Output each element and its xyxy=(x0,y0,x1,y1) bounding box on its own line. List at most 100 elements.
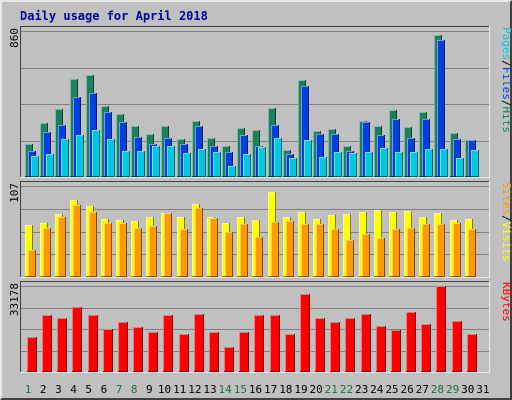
bar-files-day-25 xyxy=(392,119,400,177)
bar-pages-day-1 xyxy=(31,156,39,177)
x-tick-label-day-25: 25 xyxy=(385,383,398,396)
bar-pages-day-13 xyxy=(213,152,221,177)
bar-files-day-14 xyxy=(225,152,233,177)
bar-sites-day-14 xyxy=(225,232,233,277)
bar-pages-day-9 xyxy=(152,146,160,177)
bar-sites-day-2 xyxy=(43,228,51,277)
bar-sites-day-4 xyxy=(73,205,81,277)
bar-pages-day-4 xyxy=(76,135,84,177)
bar-sites-day-7 xyxy=(119,223,127,277)
bar-kbytes-day-8 xyxy=(133,327,143,372)
x-tick-label-day-28: 28 xyxy=(431,383,444,396)
bar-sites-day-25 xyxy=(392,229,400,277)
bar-pages-day-7 xyxy=(122,151,130,177)
bar-sites-day-12 xyxy=(195,208,203,277)
legend-item-kbytes: KBytes xyxy=(500,282,512,322)
x-tick-label-day-13: 13 xyxy=(203,383,216,396)
x-tick-label-day-23: 23 xyxy=(355,383,368,396)
x-tick-label-day-26: 26 xyxy=(400,383,413,396)
bar-sites-day-28 xyxy=(437,224,445,277)
bar-sites-day-3 xyxy=(58,217,66,277)
chart-title: Daily usage for April 2018 xyxy=(20,9,208,23)
bar-kbytes-day-1 xyxy=(27,337,37,372)
bar-pages-day-2 xyxy=(46,154,54,177)
y-max-label-hits-pages-files: 860 xyxy=(8,28,21,48)
legend-item-files: Files xyxy=(500,67,512,100)
legend-separator: / xyxy=(500,215,512,222)
bar-kbytes-day-16 xyxy=(254,315,264,372)
bar-pages-day-18 xyxy=(289,158,297,177)
x-tick-label-day-21: 21 xyxy=(325,383,338,396)
bar-sites-day-10 xyxy=(164,213,172,277)
x-tick-label-day-7: 7 xyxy=(116,383,123,396)
bar-pages-day-20 xyxy=(319,157,327,177)
bar-sites-day-30 xyxy=(468,229,476,277)
x-tick-label-day-8: 8 xyxy=(131,383,138,396)
bar-files-day-19 xyxy=(301,86,309,177)
bar-files-day-7 xyxy=(119,122,127,177)
bar-sites-day-6 xyxy=(104,223,112,277)
bar-pages-day-23 xyxy=(365,152,373,177)
x-tick-label-day-2: 2 xyxy=(40,383,47,396)
bar-pages-day-22 xyxy=(349,153,357,177)
x-tick-label-day-4: 4 xyxy=(70,383,77,396)
bar-sites-day-27 xyxy=(422,224,430,277)
bar-pages-day-8 xyxy=(137,151,145,177)
x-tick-label-day-18: 18 xyxy=(279,383,292,396)
bar-kbytes-day-26 xyxy=(406,312,416,372)
bar-kbytes-day-7 xyxy=(118,322,128,372)
bar-kbytes-day-10 xyxy=(163,315,173,372)
bar-sites-day-23 xyxy=(362,234,370,277)
x-tick-label-day-5: 5 xyxy=(85,383,92,396)
x-tick-label-day-17: 17 xyxy=(264,383,277,396)
bar-sites-day-22 xyxy=(346,240,354,277)
bar-sites-day-9 xyxy=(149,226,157,277)
legend-item-hits: Hits xyxy=(500,107,512,134)
bar-files-day-20 xyxy=(316,134,324,177)
bar-pages-day-25 xyxy=(395,152,403,177)
bar-sites-day-17 xyxy=(271,222,279,277)
bar-sites-day-11 xyxy=(180,229,188,277)
x-tick-label-day-14: 14 xyxy=(219,383,233,396)
bar-files-day-23 xyxy=(362,122,370,177)
bar-sites-day-26 xyxy=(407,228,415,277)
x-tick-label-day-27: 27 xyxy=(416,383,429,396)
bar-pages-day-11 xyxy=(183,153,191,177)
bar-sites-day-19 xyxy=(301,224,309,277)
x-tick-label-day-19: 19 xyxy=(294,383,307,396)
bar-kbytes-day-24 xyxy=(376,326,386,372)
bar-kbytes-day-9 xyxy=(148,332,158,372)
legend-item-visits: Visits xyxy=(500,222,512,262)
bar-kbytes-day-13 xyxy=(209,332,219,372)
bar-kbytes-day-18 xyxy=(285,334,295,372)
bar-pages-day-10 xyxy=(167,146,175,177)
bar-kbytes-day-3 xyxy=(57,318,67,372)
bar-pages-day-21 xyxy=(334,152,342,177)
bar-kbytes-day-14 xyxy=(224,347,234,372)
bar-files-day-28 xyxy=(437,40,445,177)
bar-pages-day-17 xyxy=(274,138,282,177)
bar-sites-day-24 xyxy=(377,238,385,277)
bar-sites-day-15 xyxy=(240,224,248,277)
x-tick-label-day-12: 12 xyxy=(188,383,201,396)
x-tick-label-day-20: 20 xyxy=(310,383,323,396)
legend-hits-pages-files: Pages/Files/Hits xyxy=(500,27,512,133)
legend-separator: / xyxy=(500,60,512,67)
bar-pages-day-3 xyxy=(61,139,69,177)
bar-pages-day-24 xyxy=(380,148,388,177)
bar-sites-day-13 xyxy=(210,218,218,277)
bar-pages-day-28 xyxy=(440,149,448,177)
x-tick-label-day-3: 3 xyxy=(55,383,62,396)
y-max-label-kbytes: 33178 xyxy=(8,283,21,316)
legend-item-sites: Sites xyxy=(500,182,512,215)
legend-visits-sites: Sites/Visits xyxy=(500,182,512,262)
x-tick-label-day-24: 24 xyxy=(370,383,384,396)
bar-sites-day-21 xyxy=(331,229,339,277)
x-tick-label-day-11: 11 xyxy=(173,383,186,396)
y-max-label-visits-sites: 107 xyxy=(8,183,21,203)
bar-kbytes-day-17 xyxy=(270,315,280,372)
bar-pages-day-5 xyxy=(92,130,100,177)
bar-kbytes-day-30 xyxy=(467,334,477,372)
bar-pages-day-26 xyxy=(410,152,418,177)
